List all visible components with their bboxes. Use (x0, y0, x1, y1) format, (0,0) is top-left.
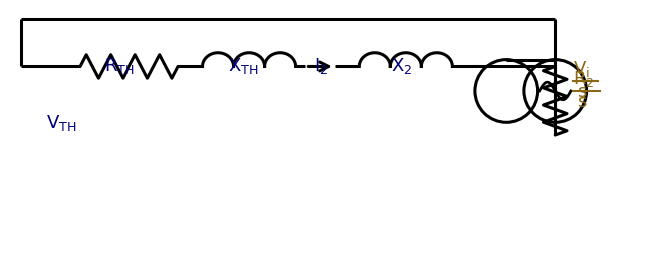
Text: $\rm X_2$: $\rm X_2$ (391, 56, 412, 76)
Text: $\rm V_{TH}$: $\rm V_{TH}$ (46, 113, 76, 133)
Text: $\rm R_2$: $\rm R_2$ (573, 69, 594, 89)
Text: $\rm V_i$: $\rm V_i$ (573, 59, 590, 79)
Text: $\rm X_{TH}$: $\rm X_{TH}$ (228, 56, 259, 76)
Text: $\rm R_{TH}$: $\rm R_{TH}$ (104, 56, 135, 76)
Text: $\rm s$: $\rm s$ (577, 93, 587, 111)
Text: $\rm s$: $\rm s$ (577, 83, 587, 101)
Text: $\rm I_2$: $\rm I_2$ (314, 56, 328, 76)
